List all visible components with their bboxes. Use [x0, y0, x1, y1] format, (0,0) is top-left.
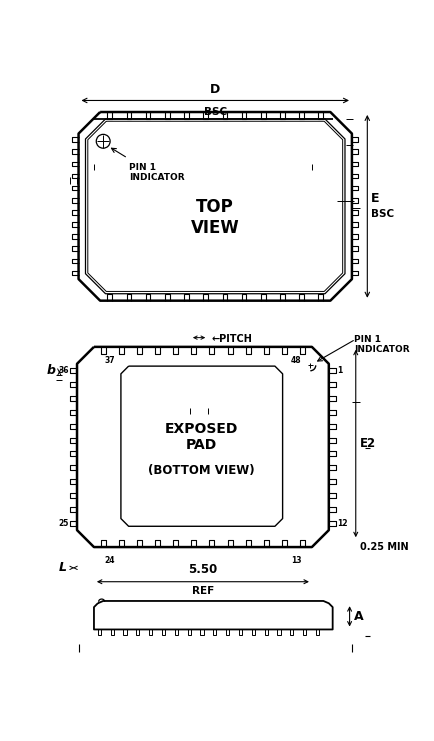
Text: 25: 25 [58, 519, 69, 528]
Bar [315, 629, 318, 635]
Text: 5.50: 5.50 [188, 563, 217, 576]
Bar [200, 629, 203, 635]
Text: BSC: BSC [203, 107, 226, 116]
Text: EXPOSED
PAD: EXPOSED PAD [164, 422, 238, 452]
Bar [161, 629, 164, 635]
Bar [123, 629, 126, 635]
Text: E2: E2 [359, 437, 375, 450]
Text: L: L [59, 562, 67, 574]
Text: 0.25 MIN: 0.25 MIN [359, 542, 407, 552]
Bar [226, 629, 229, 635]
Text: REF: REF [191, 586, 214, 597]
Bar [174, 629, 178, 635]
Text: D: D [210, 83, 220, 96]
Bar [136, 629, 139, 635]
Text: b: b [46, 365, 56, 377]
Bar [149, 629, 152, 635]
Text: 12: 12 [336, 519, 347, 528]
Bar [289, 629, 293, 635]
Text: 24: 24 [104, 556, 115, 565]
Text: E: E [370, 192, 379, 205]
Text: TOP
VIEW: TOP VIEW [191, 199, 239, 237]
Bar [238, 629, 241, 635]
Bar [264, 629, 267, 635]
Bar [251, 629, 254, 635]
Text: PIN 1
INDICATOR: PIN 1 INDICATOR [129, 163, 184, 182]
Text: 36: 36 [58, 366, 69, 375]
Bar [110, 629, 113, 635]
Text: (BOTTOM VIEW): (BOTTOM VIEW) [148, 465, 254, 477]
Text: 48: 48 [290, 356, 301, 365]
Text: BSC: BSC [370, 209, 393, 219]
Bar [98, 629, 101, 635]
Bar [213, 629, 216, 635]
Bar [277, 629, 280, 635]
Text: 37: 37 [104, 356, 115, 365]
Text: 1: 1 [336, 366, 342, 375]
Bar [302, 629, 306, 635]
Text: ←PITCH: ←PITCH [211, 334, 252, 344]
Bar [187, 629, 190, 635]
Text: 13: 13 [290, 556, 301, 565]
Text: A: A [353, 610, 362, 623]
Text: PIN 1
INDICATOR: PIN 1 INDICATOR [353, 334, 409, 354]
